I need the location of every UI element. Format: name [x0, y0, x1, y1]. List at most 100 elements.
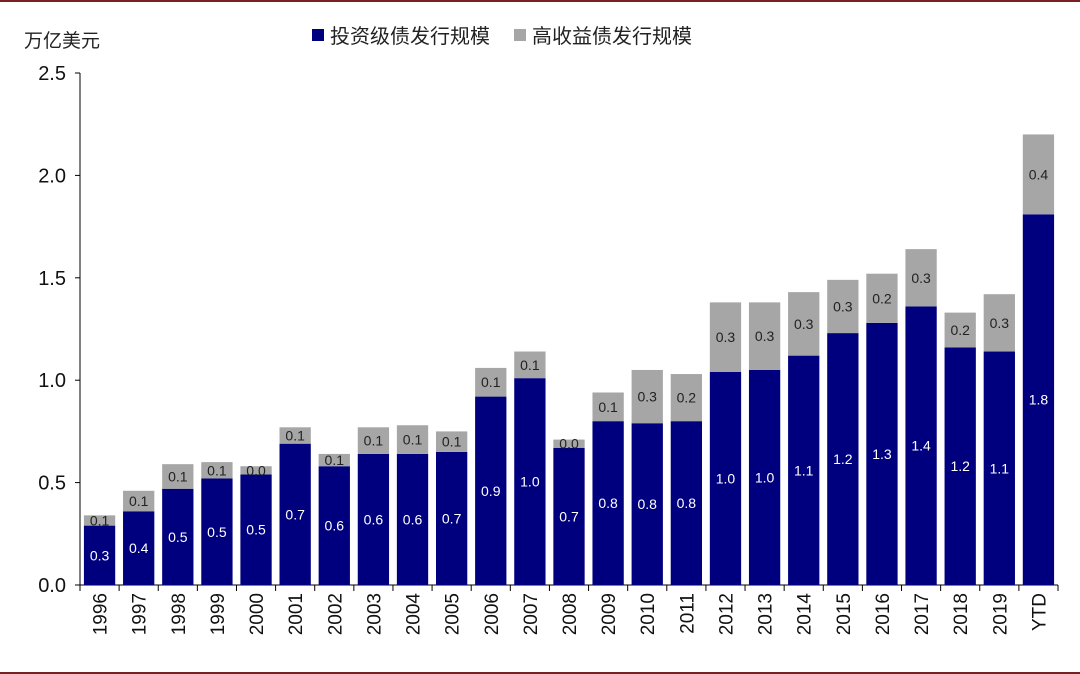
bottom-border	[0, 672, 1080, 674]
data-label: 1.2	[833, 451, 853, 467]
data-label: 0.1	[598, 399, 618, 415]
data-label: 0.1	[364, 433, 384, 449]
x-tick-label: 2011	[677, 593, 698, 634]
data-label: 1.8	[1029, 392, 1049, 408]
bar-investment-grade-2017	[905, 306, 937, 585]
bar-investment-grade-2005	[435, 451, 468, 585]
x-tick-label: 2002	[325, 593, 346, 635]
bar-investment-grade-2014	[788, 355, 820, 585]
y-tick-label: 1.5	[38, 268, 66, 290]
bar-high-yield-2018	[944, 312, 976, 348]
bar-investment-grade-2001	[279, 443, 311, 585]
bar-high-yield-2014	[788, 292, 820, 356]
data-label: 0.1	[168, 468, 188, 484]
bar-high-yield-YTD	[1022, 134, 1055, 215]
data-label: 0.3	[90, 547, 110, 563]
x-tick-label: 1997	[130, 593, 151, 635]
data-label: 0.3	[833, 298, 853, 314]
legend-label: 高收益债发行规模	[532, 24, 692, 48]
bar-high-yield-2002	[318, 453, 350, 467]
x-tick-label: YTD	[1029, 593, 1050, 631]
bar-investment-grade-2013	[748, 369, 781, 585]
legend-item-investment-grade: 投资级债发行规模	[312, 20, 490, 49]
x-tick-label: 2014	[795, 593, 816, 636]
data-label: 0.3	[990, 315, 1010, 331]
bar-high-yield-2016	[866, 273, 898, 323]
bar-high-yield-1996	[83, 515, 116, 526]
x-tick-label: 1996	[91, 593, 112, 635]
data-label: 0.1	[520, 357, 540, 373]
data-label: 0.3	[911, 270, 931, 286]
data-label: 0.0	[246, 462, 266, 478]
y-unit-label: 万亿美元	[24, 30, 101, 52]
bar-investment-grade-1997	[123, 511, 155, 585]
x-tick-label: 2004	[404, 593, 425, 636]
bar-investment-grade-1998	[162, 488, 194, 585]
data-label: 0.3	[716, 329, 736, 345]
bar-high-yield-2000	[240, 466, 272, 475]
legend-swatch-investment-grade	[312, 28, 324, 41]
data-label: 0.1	[285, 427, 305, 443]
legend: 投资级债发行规模 高收益债发行规模	[312, 20, 692, 49]
bar-high-yield-2011	[670, 374, 703, 422]
data-label: 1.0	[755, 469, 775, 485]
data-label: 0.5	[246, 522, 266, 538]
data-label: 0.0	[559, 436, 579, 452]
y-tick-label: 1.0	[38, 370, 66, 392]
data-label: 0.1	[481, 374, 501, 390]
bar-high-yield-2010	[631, 369, 663, 424]
legend-label: 投资级债发行规模	[330, 24, 490, 48]
data-label: 0.9	[481, 483, 501, 499]
data-label: 0.6	[325, 518, 345, 534]
x-tick-label: 2001	[286, 593, 307, 635]
data-label: 1.2	[950, 458, 970, 474]
bar-investment-grade-2007	[514, 378, 546, 585]
data-label: 0.4	[1029, 166, 1049, 182]
x-tick-label: 2019	[990, 593, 1011, 635]
data-label: 0.8	[638, 496, 658, 512]
top-border	[0, 0, 1080, 2]
bar-investment-grade-2003	[357, 453, 390, 585]
bar-investment-grade-2008	[553, 447, 585, 585]
bar-investment-grade-1999	[201, 478, 233, 585]
bar-high-yield-2005	[435, 431, 468, 452]
data-label: 0.2	[950, 322, 970, 338]
bar-investment-grade-2000	[240, 474, 272, 585]
x-tick-label: 2009	[599, 593, 620, 635]
bar-investment-grade-YTD	[1022, 214, 1055, 585]
data-label: 0.1	[90, 512, 110, 528]
data-label: 0.7	[442, 510, 462, 526]
bar-high-yield-2015	[827, 279, 859, 334]
legend-item-high-yield: 高收益债发行规模	[514, 20, 692, 49]
bar-high-yield-2007	[514, 351, 546, 379]
bar-high-yield-2004	[396, 425, 429, 454]
data-label: 0.3	[638, 389, 658, 405]
bar-high-yield-2017	[905, 249, 937, 307]
bar-investment-grade-2004	[396, 453, 429, 585]
x-tick-label: 1998	[169, 593, 190, 635]
x-tick-label: 2008	[560, 593, 581, 635]
bar-investment-grade-2019	[983, 351, 1015, 585]
bar-high-yield-1998	[162, 464, 194, 489]
bar-investment-grade-2015	[827, 333, 859, 585]
data-label: 0.7	[559, 508, 579, 524]
bar-investment-grade-2009	[592, 421, 624, 585]
data-label: 1.1	[794, 462, 814, 478]
bar-high-yield-2013	[748, 302, 781, 370]
data-label: 1.4	[911, 438, 931, 454]
bar-investment-grade-2011	[670, 421, 703, 585]
data-label: 0.4	[129, 540, 149, 556]
bar-investment-grade-1996	[83, 525, 116, 585]
bar-high-yield-2012	[709, 302, 742, 373]
bar-high-yield-1999	[201, 462, 233, 479]
y-tick-label: 0.5	[38, 473, 66, 495]
bar-high-yield-2008	[553, 439, 585, 448]
data-label: 1.0	[716, 471, 736, 487]
x-tick-label: 1999	[208, 593, 229, 635]
x-tick-label: 2005	[443, 593, 464, 635]
data-label: 0.1	[403, 432, 423, 448]
bar-investment-grade-2002	[318, 466, 350, 585]
bar-investment-grade-2010	[631, 423, 663, 585]
bar-high-yield-2009	[592, 392, 624, 422]
data-label: 1.3	[872, 446, 892, 462]
